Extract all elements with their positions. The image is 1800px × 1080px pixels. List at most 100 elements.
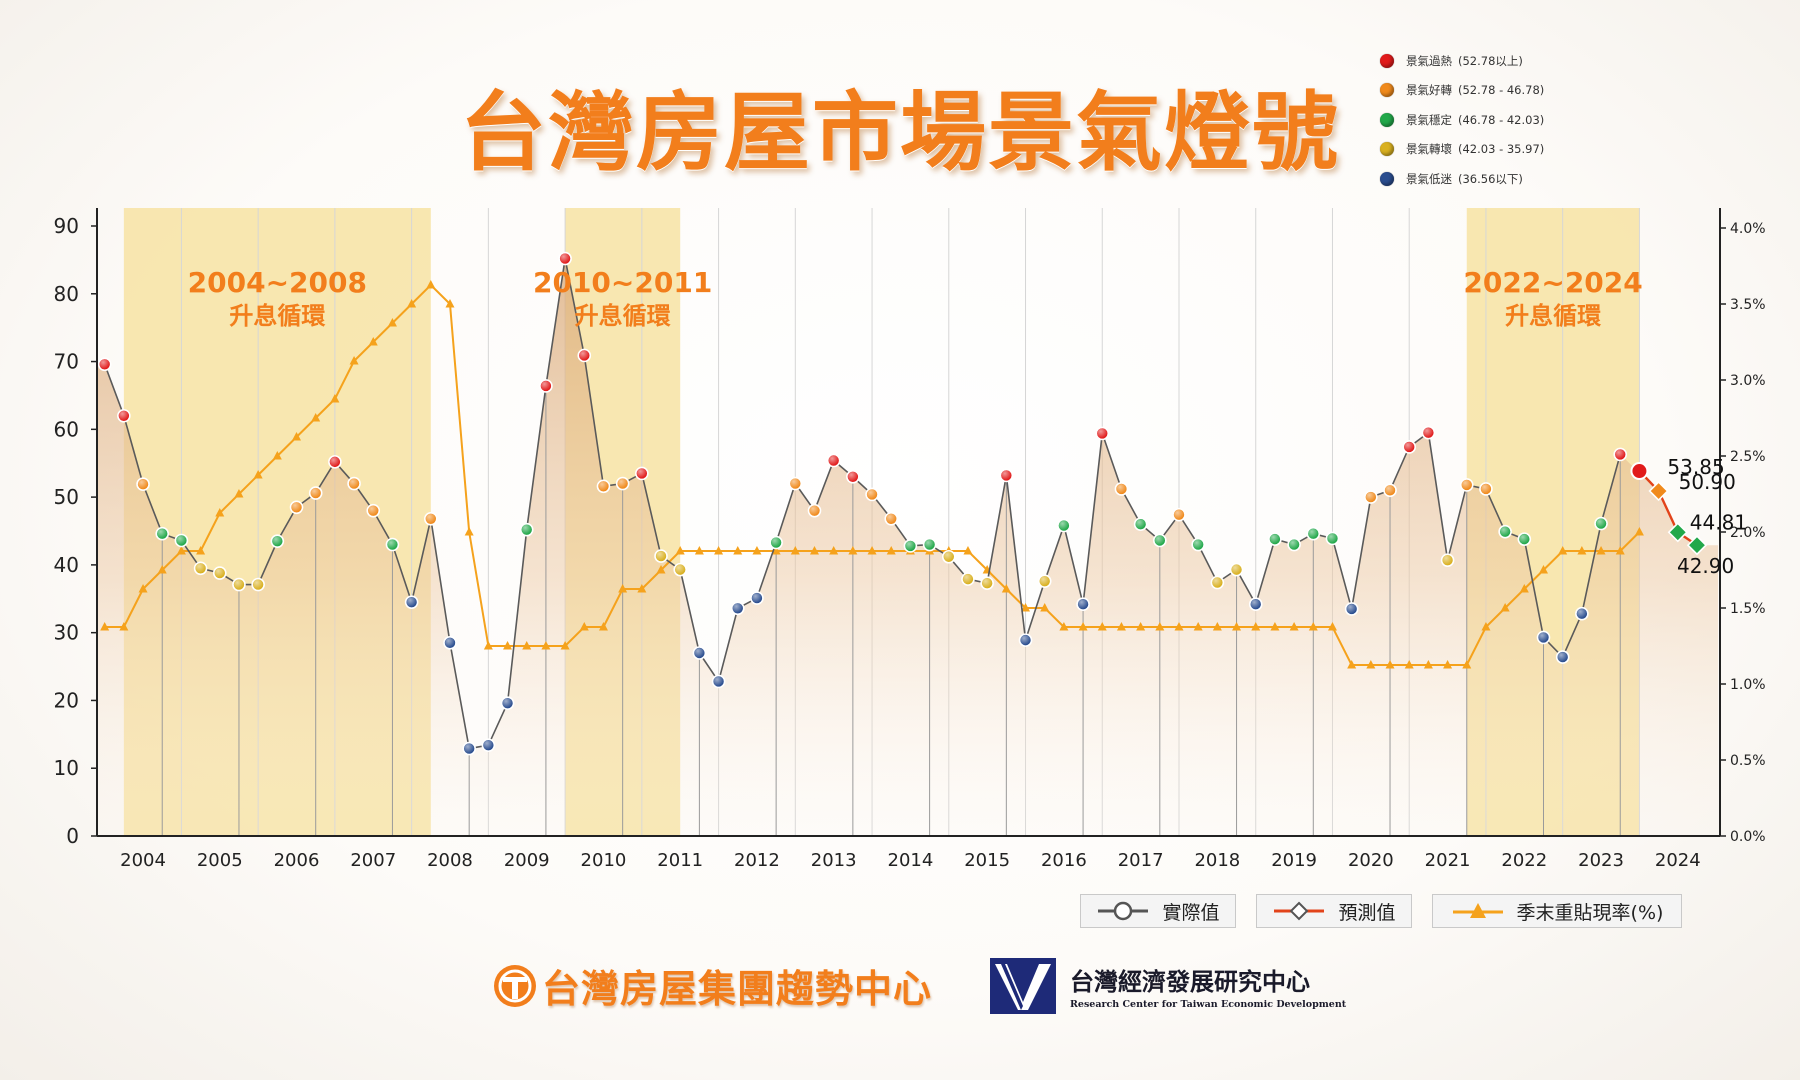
rate-point (541, 641, 551, 650)
rate-point (1385, 660, 1395, 669)
rate-point (1174, 622, 1184, 631)
actual-point-shade (1346, 603, 1357, 614)
actual-point-shade (138, 479, 149, 490)
rate-point (1519, 584, 1529, 593)
actual-point-shade (99, 359, 110, 370)
rate-point (464, 527, 474, 536)
actual-point-shade (214, 568, 225, 579)
y-right-tick-label: 1.5% (1730, 601, 1766, 617)
actual-point-shade (425, 513, 436, 524)
rate-point (176, 546, 186, 555)
rate-point (1289, 622, 1299, 631)
y-left-tick-label: 70 (54, 350, 79, 374)
x-tick-label: 2015 (964, 850, 1010, 871)
actual-point-shade (1039, 576, 1050, 587)
y-right-tick-label: 3.0% (1730, 373, 1766, 389)
rate-point (579, 622, 589, 631)
actual-point-shade (1576, 608, 1587, 619)
taiwan-realty-logo: 台灣房屋集團趨勢中心 (492, 958, 932, 1013)
rate-point (1347, 660, 1357, 669)
y-left-tick-label: 10 (54, 756, 79, 780)
x-tick-label: 2008 (427, 850, 473, 871)
actual-point-shade (579, 350, 590, 361)
actual-point-shade (176, 535, 187, 546)
series-legend: 實際值 預測值 季末重貼現率(%) (1080, 894, 1702, 928)
rate-point (1097, 622, 1107, 631)
actual-point-shade (540, 380, 551, 391)
light-legend-item: 景氣穩定 (46.78 - 42.03) (1380, 105, 1544, 135)
actual-point-shade (617, 478, 628, 489)
taiwan-realty-emblem-icon (494, 964, 536, 1007)
forecast-start-point (1630, 462, 1649, 481)
rate-point (1404, 660, 1414, 669)
x-tick-label: 2024 (1655, 850, 1701, 871)
rate-point (714, 546, 724, 555)
x-tick-label: 2012 (734, 850, 780, 871)
rate-point (771, 546, 781, 555)
light-legend-item: 景氣轉壞 (42.03 - 35.97) (1380, 135, 1544, 165)
legend-actual-label: 實際值 (1162, 901, 1220, 924)
actual-point-shade (1500, 526, 1511, 537)
rate-point (445, 299, 455, 308)
rate-point (1577, 546, 1587, 555)
forecast-value-label: 50.90 (1679, 470, 1736, 494)
rate-point (330, 394, 340, 403)
actual-point-shade (1193, 539, 1204, 550)
signal-dot-icon (1380, 142, 1394, 157)
y-left-tick-label: 40 (54, 553, 79, 577)
research-center-name-en: Research Center for Taiwan Economic Deve… (1070, 999, 1347, 1010)
actual-point-shade (233, 579, 244, 590)
cycle-label-text: 升息循環 (229, 302, 326, 330)
x-tick-label: 2014 (888, 850, 934, 871)
rate-point (790, 546, 800, 555)
actual-point-shade (847, 471, 858, 482)
light-legend-item: 景氣好轉 (52.78 - 46.78) (1380, 76, 1544, 106)
rate-point (963, 546, 973, 555)
actual-point-shade (483, 740, 494, 751)
actual-point-shade (656, 551, 667, 562)
y-left-tick-label: 30 (54, 621, 79, 645)
actual-point-shade (828, 455, 839, 466)
rate-point (349, 356, 359, 365)
legend-actual-symbol (1098, 901, 1149, 921)
actual-point-shade (1154, 535, 1165, 546)
y-left-tick-label: 60 (54, 417, 79, 441)
legend-forecast-label: 預測值 (1338, 901, 1396, 924)
housing-market-chart: 2004 2005 2006 2007 2008 2009 2010 2011 2012 2013… (54, 208, 1766, 871)
rate-point (886, 546, 896, 555)
rate-point (1001, 584, 1011, 593)
x-tick-label: 2006 (274, 850, 320, 871)
rate-point (1596, 546, 1606, 555)
actual-point-shade (368, 505, 379, 516)
y-right-tick-label: 1.0% (1730, 677, 1766, 693)
legend-forecast-symbol (1274, 901, 1325, 921)
light-legend-label: 景氣轉壞 (1406, 142, 1452, 157)
rate-point (407, 299, 417, 308)
rate-point (867, 546, 877, 555)
actual-point-shade (195, 563, 206, 574)
forecast-value-label: 42.90 (1677, 554, 1734, 578)
light-legend-label: 景氣好轉 (1406, 83, 1452, 98)
actual-point-shade (502, 698, 513, 709)
actual-point-shade (1461, 479, 1472, 490)
actual-point-shade (751, 593, 762, 604)
actual-point-shade (943, 551, 954, 562)
rate-point (1040, 603, 1050, 612)
actual-point-shade (713, 676, 724, 687)
actual-point-shade (675, 564, 686, 575)
x-tick-label: 2018 (1194, 850, 1240, 871)
actual-point-shade (1615, 449, 1626, 460)
legend-rate-symbol (1452, 903, 1503, 918)
legend-actual: 實際值 (1080, 894, 1236, 928)
actual-point-shade (962, 574, 973, 585)
rate-point (809, 546, 819, 555)
rate-point (1423, 660, 1433, 669)
rate-point (598, 622, 608, 631)
rate-point (138, 584, 148, 593)
taiwan-realty-logo-text: 台灣房屋集團趨勢中心 (542, 967, 933, 1011)
x-tick-label: 2010 (581, 850, 627, 871)
rate-point (1443, 660, 1453, 669)
actual-point-shade (253, 579, 264, 590)
actual-point-shade (521, 524, 532, 535)
actual-point-shade (1135, 519, 1146, 530)
